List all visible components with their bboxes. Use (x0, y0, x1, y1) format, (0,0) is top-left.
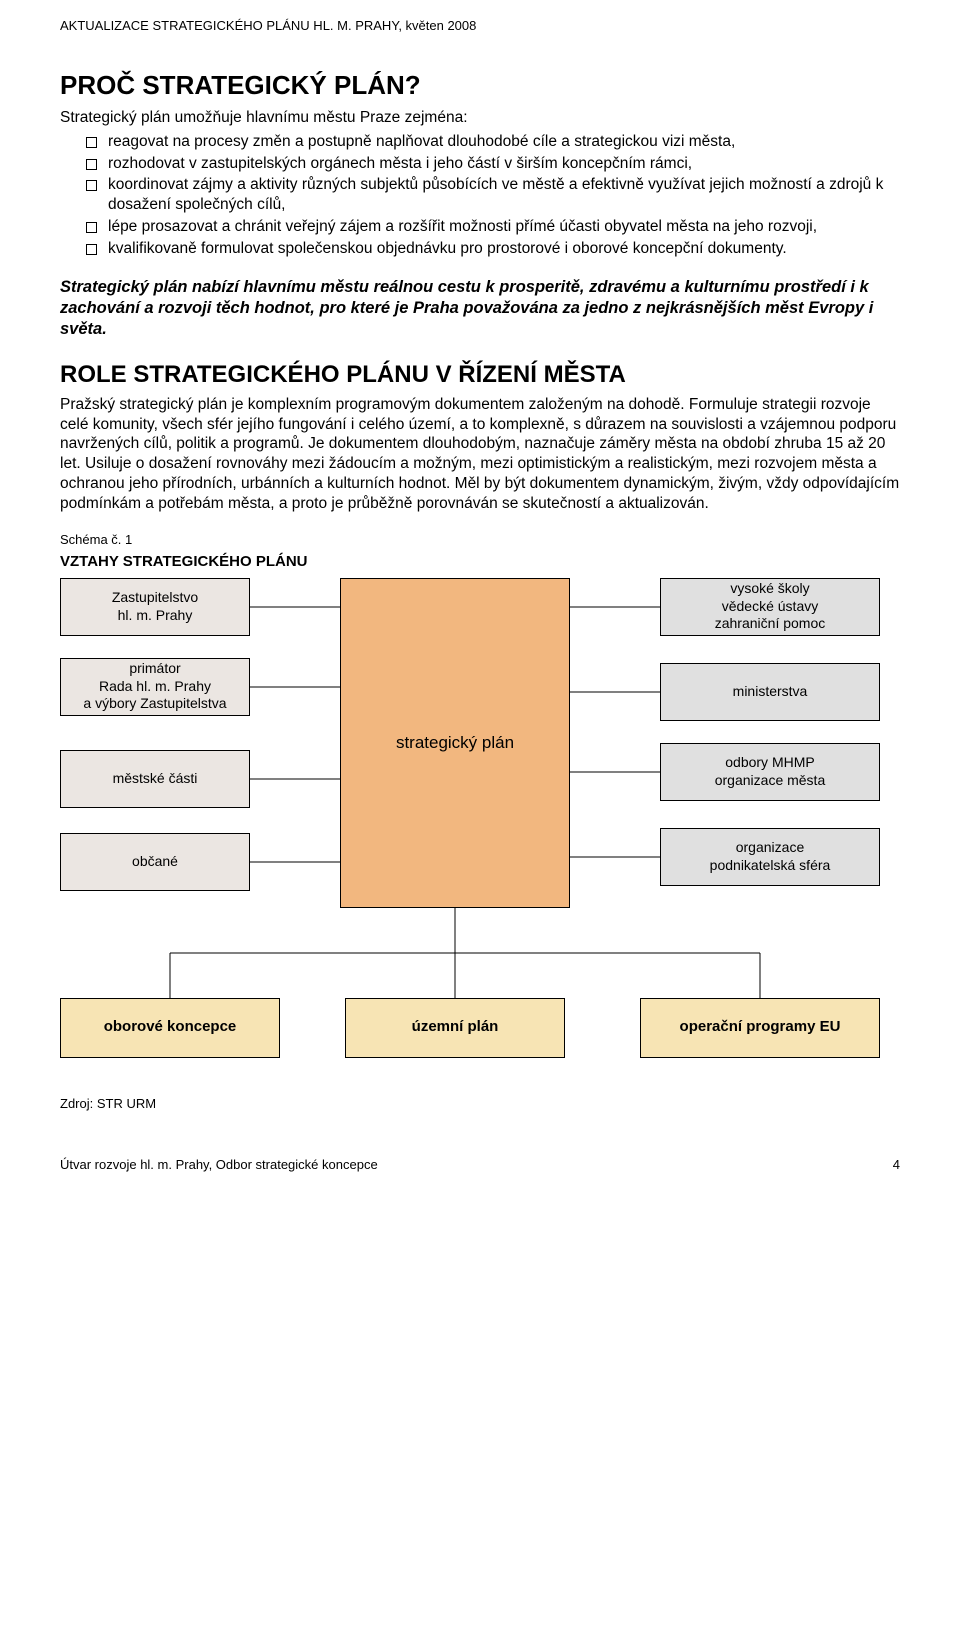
bullet-list: reagovat na procesy změn a postupně napl… (60, 132, 900, 259)
diagram-box: strategický plán (340, 578, 570, 908)
diagram-box: územní plán (345, 998, 565, 1058)
schema-title: VZTAHY STRATEGICKÉHO PLÁNU (60, 552, 900, 571)
page-header: AKTUALIZACE STRATEGICKÉHO PLÁNU HL. M. P… (60, 18, 900, 35)
footer-page-number: 4 (893, 1157, 900, 1174)
bullet-item: lépe prosazovat a chránit veřejný zájem … (86, 217, 900, 237)
schema-number: Schéma č. 1 (60, 532, 900, 549)
bullet-item: rozhodovat v zastupitelských orgánech mě… (86, 154, 900, 174)
emphasis-paragraph: Strategický plán nabízí hlavnímu městu r… (60, 277, 900, 340)
bullet-item: koordinovat zájmy a aktivity různých sub… (86, 175, 900, 215)
page-footer: Útvar rozvoje hl. m. Prahy, Odbor strate… (60, 1157, 900, 1174)
intro-text: Strategický plán umožňuje hlavnímu městu… (60, 108, 900, 128)
diagram-box: vysoké školyvědecké ústavyzahraniční pom… (660, 578, 880, 636)
diagram-box: občané (60, 833, 250, 891)
diagram-box: oborové koncepce (60, 998, 280, 1058)
diagram-box: primátorRada hl. m. Prahya výbory Zastup… (60, 658, 250, 716)
diagram-box: Zastupitelstvohl. m. Prahy (60, 578, 250, 636)
diagram-box: organizacepodnikatelská sféra (660, 828, 880, 886)
bullet-item: reagovat na procesy změn a postupně napl… (86, 132, 900, 152)
footer-left: Útvar rozvoje hl. m. Prahy, Odbor strate… (60, 1157, 378, 1174)
diagram-box: odbory MHMPorganizace města (660, 743, 880, 801)
diagram-source: Zdroj: STR URM (60, 1096, 900, 1113)
diagram-box: operační programy EU (640, 998, 880, 1058)
bullet-item: kvalifikovaně formulovat společenskou ob… (86, 239, 900, 259)
heading-role: ROLE STRATEGICKÉHO PLÁNU V ŘÍZENÍ MĚSTA (60, 360, 900, 391)
relations-diagram: strategický plán Zastupitelstvohl. m. Pra… (60, 578, 900, 1078)
heading-why: PROČ STRATEGICKÝ PLÁN? (60, 69, 900, 102)
diagram-box: městské části (60, 750, 250, 808)
diagram-box: ministerstva (660, 663, 880, 721)
body-paragraph: Pražský strategický plán je komplexním p… (60, 395, 900, 514)
